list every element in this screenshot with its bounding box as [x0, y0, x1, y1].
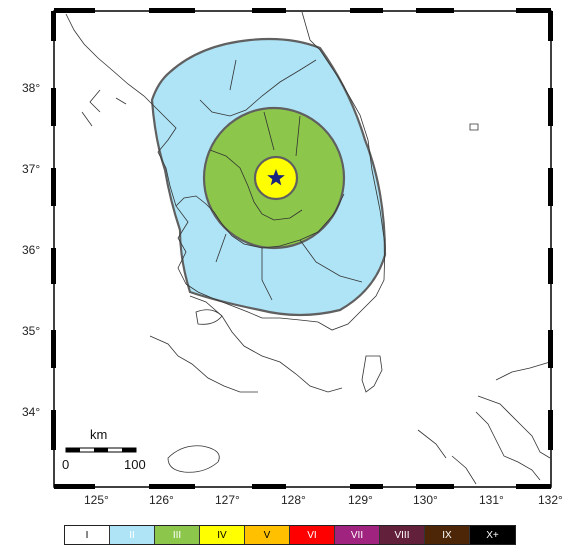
x-axis-label: 130°: [413, 493, 438, 507]
scale-end: 100: [124, 457, 146, 472]
scale-bar: km 0 100: [62, 427, 146, 472]
x-axis-label: 132°: [538, 493, 563, 507]
y-axis-label: 34°: [22, 405, 40, 419]
y-axis-label: 35°: [22, 324, 40, 338]
legend-item-x-plus: X+: [470, 526, 515, 544]
star-icon: [267, 169, 285, 186]
x-axis-label: 128°: [281, 493, 306, 507]
frame-ticks: [51, 8, 553, 489]
y-axis-label: 38°: [22, 81, 40, 95]
scale-start: 0: [62, 457, 69, 472]
intensity-legend: I II III IV V VI VII VIII IX X+: [64, 525, 516, 545]
x-axis-label: 127°: [215, 493, 240, 507]
scale-unit: km: [90, 427, 107, 442]
x-axis-label: 131°: [479, 493, 504, 507]
x-axis-label: 125°: [84, 493, 109, 507]
x-axis-label: 129°: [348, 493, 373, 507]
legend-item-vi: VI: [290, 526, 335, 544]
legend-item-ii: II: [110, 526, 155, 544]
x-axis-label: 126°: [149, 493, 174, 507]
legend-item-viii: VIII: [380, 526, 425, 544]
legend-item-v: V: [245, 526, 290, 544]
y-axis-label: 36°: [22, 243, 40, 257]
legend-item-iv: IV: [200, 526, 245, 544]
legend-item-ix: IX: [425, 526, 470, 544]
legend-item-vii: VII: [335, 526, 380, 544]
legend-item-iii: III: [155, 526, 200, 544]
y-axis-label: 37°: [22, 162, 40, 176]
coastlines: [65, 11, 551, 485]
legend-item-i: I: [65, 526, 110, 544]
